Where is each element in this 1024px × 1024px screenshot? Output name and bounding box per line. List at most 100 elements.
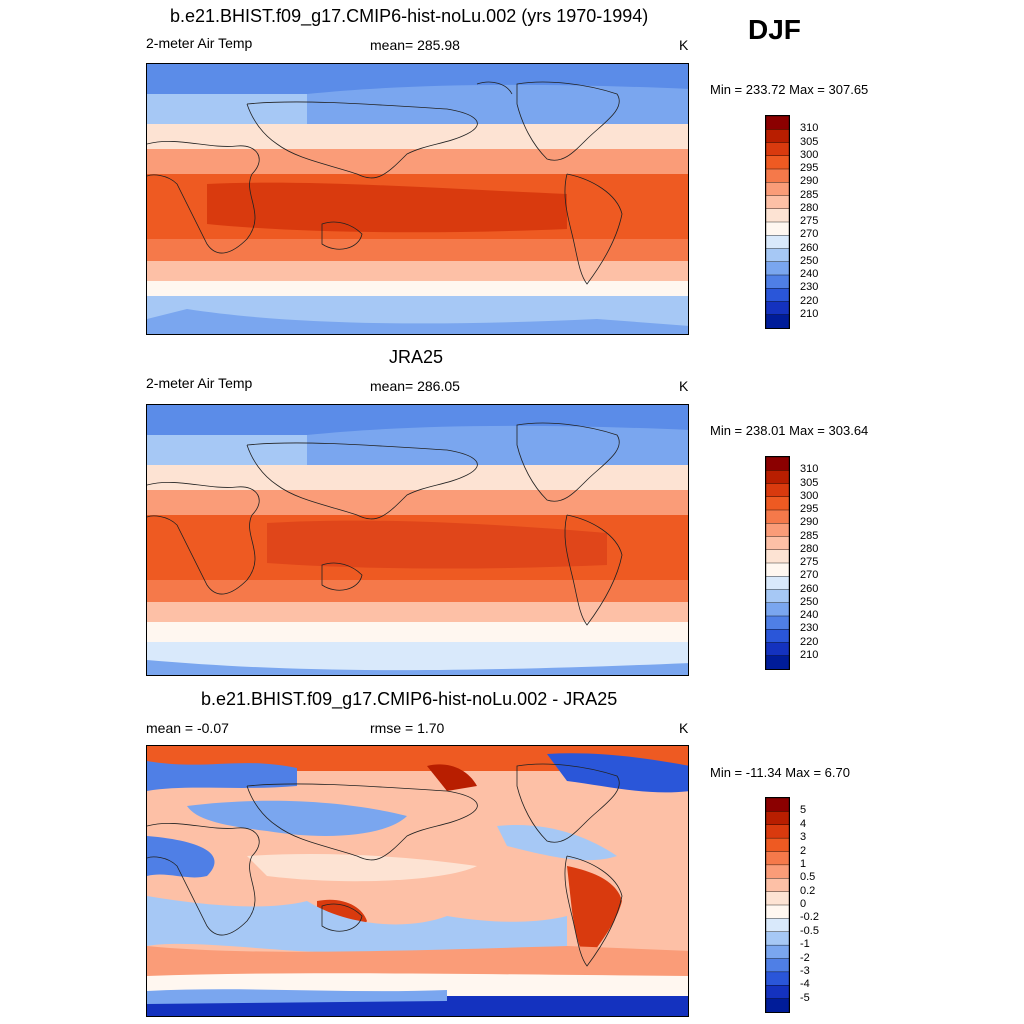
model-colorbar-swatch [765,168,790,183]
obs-colorbar-tick-label: 280 [800,542,819,555]
obs-colorbar-tick-label: 310 [800,463,819,476]
diff-colorbar-tick-label: 0.2 [800,884,816,897]
obs-colorbar-tick-label: 260 [800,582,819,595]
diff-colorbar-swatch [765,918,790,933]
diff-colorbar-swatch [765,864,790,879]
panel-diff-units: K [679,720,689,736]
diff-colorbar-swatch [765,878,790,893]
panel-obs-colorbar [765,456,790,670]
model-colorbar-tick-label: 275 [800,215,819,227]
obs-colorbar-tick-label: 240 [800,609,819,621]
diff-colorbar-tick-label: 0 [800,898,807,910]
diff-colorbar-tick-label: -1 [800,938,810,951]
model-colorbar-tick-label: 250 [800,254,819,267]
diff-colorbar-swatch [765,891,790,906]
panel-obs-map [146,404,689,676]
diff-colorbar-tick-label: -0.2 [800,911,819,924]
diff-colorbar-swatch [765,944,790,960]
panel-diff-rmse: rmse = 1.70 [370,720,445,736]
model-colorbar-tick-label: 305 [800,135,819,148]
diff-colorbar-tick-label: -5 [800,991,810,1004]
panel-diff-mean: mean = -0.07 [146,720,229,736]
panel-model-map [146,63,689,335]
diff-colorbar-tick-label: 5 [800,804,807,817]
panel-model-mean: mean= 285.98 [370,37,460,53]
obs-colorbar-tick-label: 210 [800,648,819,661]
diff-colorbar-tick-label: 2 [800,844,807,857]
model-colorbar-tick-label: 240 [800,268,819,280]
diff-colorbar-tick-label: -4 [800,978,810,991]
obs-colorbar-tick-label: 230 [800,622,819,635]
obs-colorbar-swatch [765,576,790,591]
panel-model-colorbar [765,115,790,329]
obs-colorbar-tick-label: 270 [800,569,819,582]
panel-model-title: b.e21.BHIST.f09_g17.CMIP6-hist-noLu.002 … [170,6,649,26]
obs-temperature-contour-map [147,405,688,675]
obs-colorbar-swatch [765,483,790,498]
obs-colorbar-swatch [765,615,790,630]
obs-colorbar-tick-label: 295 [800,503,819,515]
obs-colorbar-tick-label: 300 [800,489,819,502]
model-colorbar-swatch [765,288,790,303]
obs-colorbar-swatch [765,523,790,538]
obs-colorbar-swatch [765,470,790,485]
diff-colorbar-tick-label: -0.5 [800,924,819,937]
model-colorbar-swatch [765,248,790,263]
model-colorbar-tick-label: 210 [800,307,819,320]
diff-colorbar-tick-label: 1 [800,857,807,870]
model-colorbar-swatch [765,182,790,197]
diff-colorbar-swatch [765,998,790,1013]
obs-colorbar-swatch [765,509,790,524]
panel-model-variable: 2-meter Air Temp [146,35,253,51]
model-colorbar-tick-label: 270 [800,228,819,241]
model-colorbar-tick-label: 300 [800,148,819,161]
obs-colorbar-swatch [765,496,790,511]
diff-colorbar-swatch [765,811,790,826]
diff-colorbar-swatch [765,797,790,813]
diff-colorbar-swatch [765,958,790,973]
model-colorbar-swatch [765,314,790,329]
panel-diff-minmax: Min = -11.34 Max = 6.70 [710,765,850,780]
panel-obs-title: JRA25 [389,347,444,367]
model-colorbar-swatch [765,274,790,289]
diff-colorbar-tick-label: 4 [800,817,807,830]
obs-colorbar-swatch [765,536,790,551]
panel-obs-minmax: Min = 238.01 Max = 303.64 [710,423,869,438]
obs-colorbar-tick-label: 285 [800,529,819,542]
model-colorbar-swatch [765,129,790,144]
model-colorbar-tick-label: 230 [800,281,819,294]
model-colorbar-swatch [765,235,790,250]
diff-colorbar-swatch [765,824,790,839]
diff-colorbar-swatch [765,837,790,853]
model-colorbar-tick-label: 295 [800,162,819,174]
diff-colorbar-swatch [765,985,790,1000]
diff-colorbar-swatch [765,971,790,986]
diff-colorbar-tick-label: 0.5 [800,871,816,884]
obs-colorbar-tick-label: 305 [800,476,819,489]
diff-colorbar-swatch [765,904,790,920]
model-colorbar-tick-label: 280 [800,201,819,214]
season-label: DJF [748,14,801,45]
model-colorbar-swatch [765,301,790,316]
obs-colorbar-tick-label: 275 [800,556,819,568]
model-colorbar-tick-label: 285 [800,188,819,201]
panel-model-units: K [679,37,689,53]
model-colorbar-swatch [765,195,790,210]
obs-colorbar-swatches [765,456,790,670]
model-colorbar-swatch [765,155,790,170]
obs-colorbar-swatch [765,602,790,617]
panel-model-minmax: Min = 233.72 Max = 307.65 [710,82,869,97]
panel-diff-colorbar [765,797,790,1013]
model-colorbar-swatch [765,208,790,223]
panel-diff-map [146,745,689,1017]
obs-colorbar-tick-label: 250 [800,595,819,608]
diff-colorbar-tick-label: 3 [800,831,807,844]
obs-colorbar-tick-label: 290 [800,516,819,529]
panel-diff-title: b.e21.BHIST.f09_g17.CMIP6-hist-noLu.002 … [201,689,618,709]
obs-colorbar-swatch [765,589,790,604]
model-colorbar-swatches [765,115,790,329]
model-colorbar-tick-label: 260 [800,241,819,254]
diff-colorbar-swatches [765,797,790,1013]
obs-colorbar-swatch [765,642,790,657]
model-colorbar-swatch [765,142,790,157]
